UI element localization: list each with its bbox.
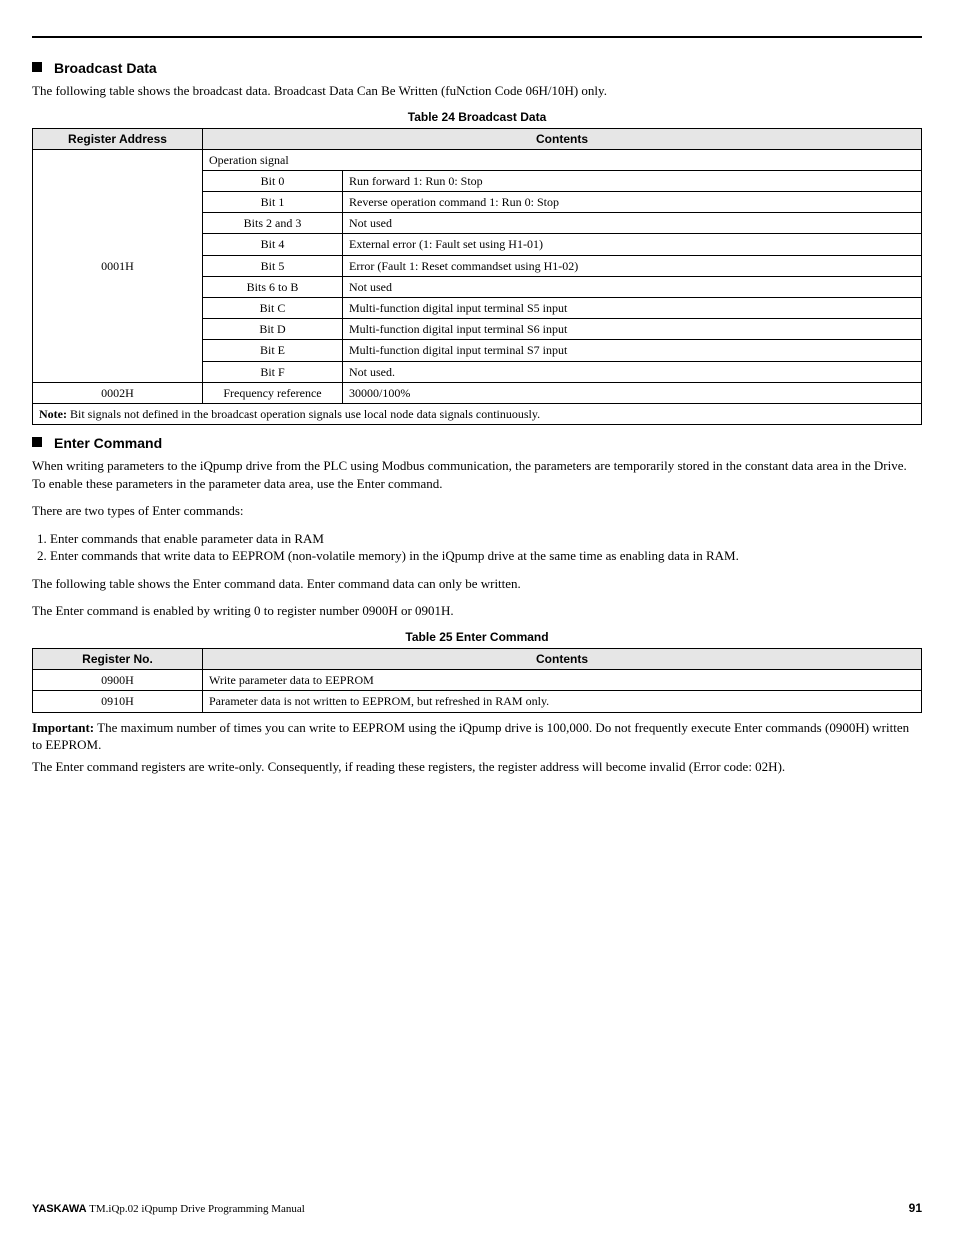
footer-brand: YASKAWA (32, 1203, 87, 1215)
enter-table: Register No. Contents 0900H Write parame… (32, 648, 922, 713)
bit-label: Bit F (203, 361, 343, 382)
bit-label: Bit 4 (203, 234, 343, 255)
footer-page-number: 91 (909, 1201, 922, 1215)
th-contents: Contents (203, 649, 922, 670)
footer-doc: TM.iQp.02 iQpump Drive Programming Manua… (87, 1203, 305, 1215)
table24-caption: Table 24 Broadcast Data (32, 110, 922, 124)
bit-desc: Not used (343, 276, 922, 297)
freq-ref-desc: 30000/100% (343, 382, 922, 403)
th-register: Register Address (33, 128, 203, 149)
heading-text: Enter Command (54, 435, 162, 451)
important-p1: Important: The maximum number of times y… (32, 719, 922, 754)
square-bullet-icon (32, 437, 42, 447)
table-note: Note: Bit signals not defined in the bro… (33, 403, 922, 424)
table-note-row: Note: Bit signals not defined in the bro… (33, 403, 922, 424)
bit-label: Bit E (203, 340, 343, 361)
bit-desc: Multi-function digital input terminal S7… (343, 340, 922, 361)
reg-0001h: 0001H (33, 149, 203, 382)
freq-ref-label: Frequency reference (203, 382, 343, 403)
square-bullet-icon (32, 62, 42, 72)
enter-list: Enter commands that enable parameter dat… (32, 530, 922, 565)
table-header-row: Register No. Contents (33, 649, 922, 670)
footer-left: YASKAWA TM.iQp.02 iQpump Drive Programmi… (32, 1203, 305, 1215)
bit-label: Bit D (203, 319, 343, 340)
enter-p1: When writing parameters to the iQpump dr… (32, 457, 922, 492)
th-register-no: Register No. (33, 649, 203, 670)
bit-label: Bit 5 (203, 255, 343, 276)
heading-text: Broadcast Data (54, 60, 157, 76)
operation-signal: Operation signal (203, 149, 922, 170)
list-item: Enter commands that write data to EEPROM… (50, 547, 922, 565)
important-text1: The maximum number of times you can writ… (32, 720, 909, 753)
bit-label: Bits 2 and 3 (203, 213, 343, 234)
important-p2: The Enter command registers are write-on… (32, 758, 922, 776)
page: Broadcast Data The following table shows… (0, 0, 954, 1235)
table25-caption: Table 25 Enter Command (32, 630, 922, 644)
bit-desc: Reverse operation command 1: Run 0: Stop (343, 192, 922, 213)
important-label: Important: (32, 720, 94, 735)
section-heading-broadcast: Broadcast Data (32, 60, 922, 76)
bit-desc: External error (1: Fault set using H1-01… (343, 234, 922, 255)
broadcast-table: Register Address Contents 0001H Operatio… (32, 128, 922, 426)
reg-0900h-desc: Write parameter data to EEPROM (203, 670, 922, 691)
page-footer: YASKAWA TM.iQp.02 iQpump Drive Programmi… (32, 1201, 922, 1215)
broadcast-intro: The following table shows the broadcast … (32, 82, 922, 100)
table-row: 0910H Parameter data is not written to E… (33, 691, 922, 712)
reg-0002h: 0002H (33, 382, 203, 403)
enter-p2: There are two types of Enter commands: (32, 502, 922, 520)
reg-0900h: 0900H (33, 670, 203, 691)
table-header-row: Register Address Contents (33, 128, 922, 149)
table-row: 0002H Frequency reference 30000/100% (33, 382, 922, 403)
reg-0910h-desc: Parameter data is not written to EEPROM,… (203, 691, 922, 712)
th-contents: Contents (203, 128, 922, 149)
bit-desc: Run forward 1: Run 0: Stop (343, 170, 922, 191)
note-label: Note: (39, 407, 67, 421)
bit-label: Bit 1 (203, 192, 343, 213)
list-item: Enter commands that enable parameter dat… (50, 530, 922, 548)
bit-label: Bit 0 (203, 170, 343, 191)
bit-desc: Not used (343, 213, 922, 234)
enter-p3: The following table shows the Enter comm… (32, 575, 922, 593)
note-text: Bit signals not defined in the broadcast… (67, 407, 540, 421)
bit-label: Bit C (203, 298, 343, 319)
enter-p4: The Enter command is enabled by writing … (32, 602, 922, 620)
bit-desc: Not used. (343, 361, 922, 382)
table-row: 0900H Write parameter data to EEPROM (33, 670, 922, 691)
bit-desc: Error (Fault 1: Reset commandset using H… (343, 255, 922, 276)
bit-desc: Multi-function digital input terminal S6… (343, 319, 922, 340)
bit-desc: Multi-function digital input terminal S5… (343, 298, 922, 319)
section-heading-enter: Enter Command (32, 435, 922, 451)
bit-label: Bits 6 to B (203, 276, 343, 297)
top-rule (32, 36, 922, 38)
table-row: 0001H Operation signal (33, 149, 922, 170)
reg-0910h: 0910H (33, 691, 203, 712)
